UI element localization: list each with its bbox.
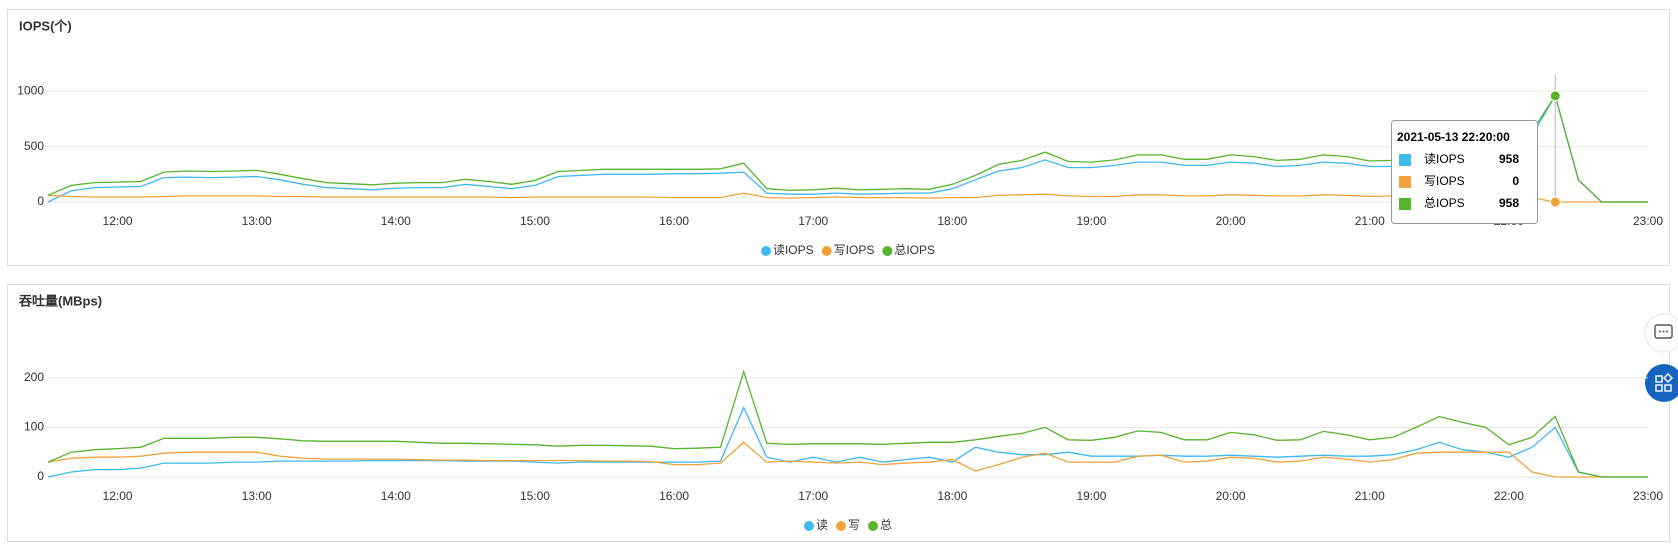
legend-label: 读IOPS xyxy=(773,243,814,257)
tooltip-swatch xyxy=(1399,198,1411,210)
series-line xyxy=(47,94,1648,203)
legend: 读IOPS 写IOPS 总IOPS xyxy=(760,243,935,257)
chat-icon[interactable] xyxy=(1644,313,1678,353)
series-line xyxy=(47,369,1648,478)
tooltip-name: 读IOPS xyxy=(1424,152,1465,166)
panel xyxy=(7,284,1670,542)
apps-icon[interactable] xyxy=(1645,364,1678,402)
x-tick-label: 15:00 xyxy=(520,214,550,228)
x-tick-label: 14:00 xyxy=(381,489,411,503)
hover-dot xyxy=(1549,90,1561,102)
y-tick-label: 100 xyxy=(24,420,44,434)
legend-swatch xyxy=(868,521,879,531)
legend-label: 总 xyxy=(880,518,892,532)
legend-swatch xyxy=(803,521,814,531)
x-tick-label: 16:00 xyxy=(659,489,689,503)
y-tick-label: 0 xyxy=(37,194,44,208)
hover-dot xyxy=(1549,196,1561,208)
x-tick-label: 16:00 xyxy=(659,214,689,228)
y-tick-label: 0 xyxy=(37,469,44,483)
legend-label: 总IOPS xyxy=(894,243,935,257)
x-tick-label: 18:00 xyxy=(937,214,967,228)
x-tick-label: 13:00 xyxy=(242,214,272,228)
legend-swatch xyxy=(760,246,771,256)
x-tick-label: 15:00 xyxy=(520,489,550,503)
series-line xyxy=(47,192,1648,203)
x-tick-label: 14:00 xyxy=(381,214,411,228)
legend-swatch xyxy=(882,246,893,256)
legend: 读写总 xyxy=(803,518,892,532)
tooltip-swatch xyxy=(1399,176,1411,188)
legend-swatch xyxy=(835,521,846,531)
legend-swatch xyxy=(821,246,832,256)
x-tick-label: 23:00 xyxy=(1633,489,1663,503)
tooltip-name: 写IOPS xyxy=(1424,174,1465,188)
x-tick-label: 20:00 xyxy=(1216,214,1246,228)
tooltip-name: 总IOPS xyxy=(1424,196,1465,210)
x-tick-label: 19:00 xyxy=(1076,489,1106,503)
x-tick-label: 20:00 xyxy=(1216,489,1246,503)
x-tick-label: 18:00 xyxy=(937,489,967,503)
x-tick-label: 23:00 xyxy=(1633,214,1663,228)
tooltip-swatch xyxy=(1399,154,1411,166)
y-tick-label: 200 xyxy=(24,370,44,384)
x-tick-label: 12:00 xyxy=(103,214,133,228)
y-tick-label: 500 xyxy=(24,139,44,153)
x-tick-label: 13:00 xyxy=(242,489,272,503)
x-tick-label: 22:00 xyxy=(1494,489,1524,503)
tooltip-value: 958 xyxy=(1499,152,1519,166)
chart-title: 吞吐量(MBps) xyxy=(19,293,102,308)
series-line xyxy=(47,94,1648,203)
legend-label: 写IOPS xyxy=(834,243,875,257)
x-tick-label: 17:00 xyxy=(798,489,828,503)
tooltip xyxy=(1391,120,1538,224)
chart-title: IOPS(个) xyxy=(19,18,72,33)
legend-label: 读 xyxy=(816,518,828,532)
tooltip-value: 958 xyxy=(1499,196,1519,210)
x-tick-label: 17:00 xyxy=(798,214,828,228)
x-tick-label: 12:00 xyxy=(103,489,133,503)
x-tick-label: 19:00 xyxy=(1076,214,1106,228)
legend-label: 写 xyxy=(848,518,860,532)
x-tick-label: 21:00 xyxy=(1355,214,1385,228)
series-line xyxy=(47,441,1648,478)
tooltip-value: 0 xyxy=(1512,174,1519,188)
x-tick-label: 21:00 xyxy=(1355,489,1385,503)
y-tick-label: 1000 xyxy=(17,83,44,97)
tooltip-title: 2021-05-13 22:20:00 xyxy=(1397,130,1510,144)
series-line xyxy=(47,406,1648,478)
